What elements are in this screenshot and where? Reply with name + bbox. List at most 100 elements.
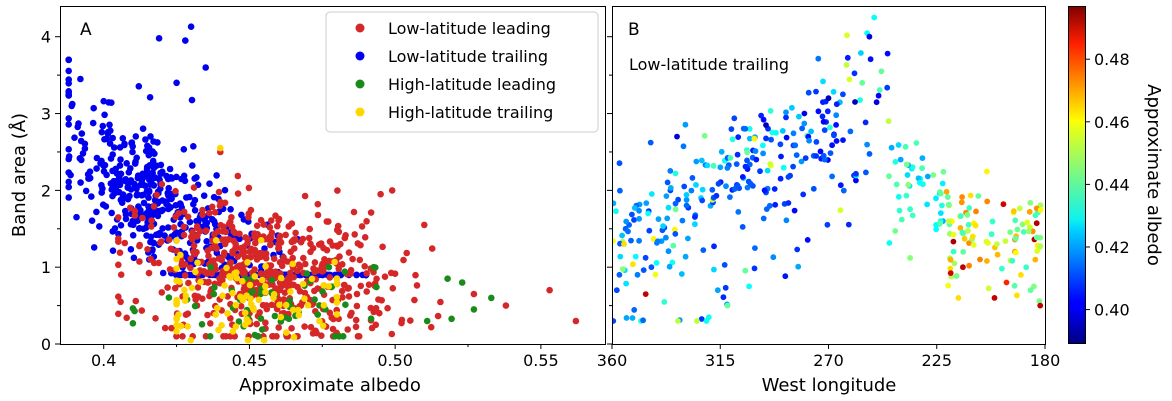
data-point — [116, 144, 124, 151]
data-point — [771, 186, 778, 192]
data-point — [118, 199, 126, 206]
data-point — [181, 286, 188, 294]
data-point — [84, 171, 92, 178]
panel-a-xlabel: Approximate albedo — [239, 375, 421, 396]
data-point — [367, 209, 375, 216]
data-point — [165, 184, 172, 192]
x-tick-label: 0.4 — [91, 351, 116, 370]
data-point — [258, 276, 266, 284]
data-point — [212, 311, 219, 318]
data-point — [1012, 217, 1019, 224]
data-point — [217, 144, 224, 152]
data-point — [132, 133, 140, 140]
data-point — [683, 202, 690, 209]
data-point — [389, 285, 397, 292]
data-point — [180, 208, 188, 216]
data-point — [147, 133, 154, 140]
data-point — [65, 178, 72, 186]
data-point — [158, 180, 166, 188]
data-point — [858, 50, 864, 56]
panel-a-frame — [60, 6, 606, 345]
data-point — [282, 301, 290, 309]
data-point — [222, 228, 230, 236]
data-point — [276, 259, 284, 266]
data-point — [801, 120, 808, 127]
data-point — [723, 183, 729, 190]
data-point — [333, 299, 341, 306]
data-point — [840, 187, 847, 194]
data-point — [688, 187, 695, 194]
data-point — [1033, 220, 1040, 227]
data-point — [909, 164, 916, 171]
data-point — [248, 246, 255, 253]
data-point — [354, 333, 362, 340]
data-point — [790, 163, 796, 170]
data-point — [146, 94, 154, 101]
legend-label-low-trailing: Low-latitude trailing — [388, 47, 548, 66]
panel-b-axes: 360 315 270 225 180 — [597, 36, 1060, 370]
data-point — [739, 174, 746, 180]
data-point — [629, 315, 636, 321]
data-point — [190, 143, 197, 150]
data-point — [746, 135, 753, 142]
data-point — [308, 275, 316, 283]
panel-b-xlabel: West longitude — [762, 375, 897, 396]
data-point — [672, 200, 679, 207]
data-point — [904, 172, 911, 178]
data-point — [358, 223, 366, 230]
data-point — [653, 260, 660, 266]
data-point — [301, 289, 309, 297]
x-tick-label: 0.45 — [232, 351, 268, 370]
data-point — [186, 193, 193, 201]
data-point — [101, 111, 108, 119]
data-point — [1002, 238, 1009, 245]
data-point — [168, 324, 175, 332]
data-point — [785, 174, 792, 180]
data-point — [182, 37, 189, 44]
data-point — [734, 182, 741, 189]
data-point — [672, 170, 679, 177]
data-point — [961, 235, 968, 242]
data-point — [144, 246, 151, 253]
data-point — [670, 242, 677, 249]
legend-marker-low-leading — [355, 23, 365, 33]
data-point — [275, 324, 283, 331]
data-point — [90, 104, 97, 112]
data-point — [145, 151, 153, 159]
data-point — [713, 192, 720, 199]
data-point — [805, 89, 812, 96]
data-point — [237, 303, 245, 310]
data-point — [333, 280, 341, 288]
data-point — [325, 218, 332, 225]
data-point — [276, 232, 284, 240]
data-point — [113, 170, 121, 177]
data-point — [672, 206, 679, 213]
data-point — [257, 237, 265, 244]
data-point — [777, 141, 784, 148]
colorbar-tick-label: 0.46 — [1094, 113, 1130, 132]
data-point — [193, 223, 201, 230]
legend: Low-latitude leading Low-latitude traili… — [325, 11, 599, 133]
data-point — [753, 156, 760, 163]
data-point — [782, 273, 789, 280]
data-point — [109, 134, 116, 142]
data-point — [106, 121, 113, 129]
data-point — [351, 231, 359, 238]
data-point — [760, 215, 767, 222]
data-point — [237, 293, 244, 301]
data-point — [888, 144, 895, 151]
data-point — [546, 286, 553, 294]
data-point — [800, 191, 807, 198]
data-point — [783, 109, 789, 116]
data-point — [1029, 228, 1036, 235]
data-point — [270, 255, 278, 262]
data-point — [815, 55, 822, 62]
legend-marker-high-leading — [355, 79, 365, 89]
data-point — [210, 218, 218, 225]
data-point — [902, 143, 909, 150]
data-point — [629, 211, 635, 218]
data-point — [173, 265, 180, 272]
data-point — [77, 75, 84, 83]
data-point — [919, 165, 925, 172]
